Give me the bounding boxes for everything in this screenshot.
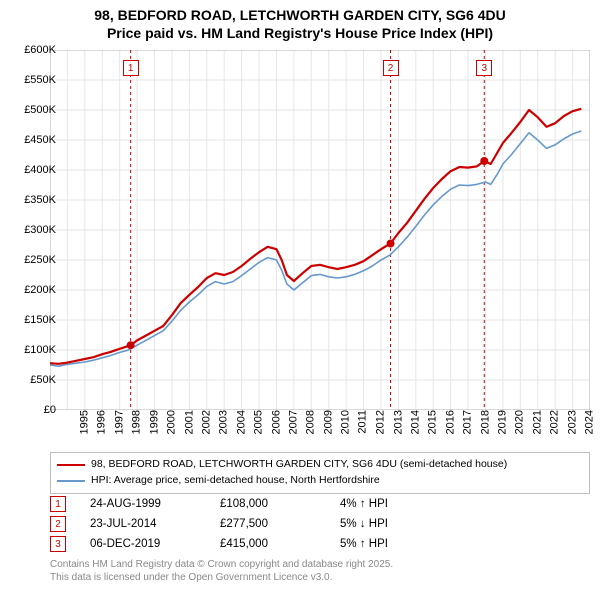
x-tick-label: 2012 [375, 410, 387, 434]
y-tick-label: £50K [6, 374, 56, 386]
legend-swatch-2 [57, 480, 85, 482]
event-price-2: £277,500 [220, 518, 340, 530]
y-tick-label: £100K [6, 344, 56, 356]
x-tick-label: 2020 [514, 410, 526, 434]
x-tick-label: 2002 [200, 410, 212, 434]
y-tick-label: £200K [6, 284, 56, 296]
event-date-3: 06-DEC-2019 [90, 538, 220, 550]
event-row-1: 1 24-AUG-1999 £108,000 4% ↑ HPI [50, 494, 590, 514]
event-delta-1: 4% ↑ HPI [340, 498, 460, 510]
x-tick-label: 2017 [462, 410, 474, 434]
y-tick-label: £500K [6, 104, 56, 116]
x-tick-label: 2024 [584, 410, 596, 434]
x-tick-label: 2007 [288, 410, 300, 434]
x-tick-label: 2000 [166, 410, 178, 434]
y-tick-label: £550K [6, 74, 56, 86]
x-tick-label: 2023 [566, 410, 578, 434]
event-date-2: 23-JUL-2014 [90, 518, 220, 530]
x-tick-label: 2005 [253, 410, 265, 434]
x-tick-label: 1996 [96, 410, 108, 434]
x-tick-label: 2018 [479, 410, 491, 434]
x-tick-label: 1998 [131, 410, 143, 434]
event-marker-1: 1 [50, 496, 66, 512]
event-price-1: £108,000 [220, 498, 340, 510]
chart-plot-area [50, 50, 590, 410]
x-tick-label: 2004 [235, 410, 247, 434]
x-tick-label: 2001 [183, 410, 195, 434]
event-marker-2: 2 [50, 516, 66, 532]
x-tick-label: 2015 [427, 410, 439, 434]
x-tick-label: 2006 [270, 410, 282, 434]
chart-event-marker: 1 [123, 60, 139, 76]
event-marker-3: 3 [50, 536, 66, 552]
y-tick-label: £400K [6, 164, 56, 176]
legend-box: 98, BEDFORD ROAD, LETCHWORTH GARDEN CITY… [50, 452, 590, 494]
y-tick-label: £0 [6, 404, 56, 416]
x-tick-label: 2014 [409, 410, 421, 434]
y-tick-label: £600K [6, 44, 56, 56]
x-tick-label: 2011 [356, 410, 368, 434]
footer-line-1: Contains HM Land Registry data © Crown c… [50, 558, 393, 571]
events-table: 1 24-AUG-1999 £108,000 4% ↑ HPI 2 23-JUL… [50, 494, 590, 554]
chart-event-marker: 2 [383, 60, 399, 76]
x-tick-label: 2009 [322, 410, 334, 434]
legend-swatch-1 [57, 464, 85, 466]
legend-label-1: 98, BEDFORD ROAD, LETCHWORTH GARDEN CITY… [91, 457, 507, 473]
x-tick-label: 1995 [78, 410, 90, 434]
x-tick-label: 2010 [340, 410, 352, 434]
x-tick-label: 2003 [218, 410, 230, 434]
event-row-3: 3 06-DEC-2019 £415,000 5% ↑ HPI [50, 534, 590, 554]
y-tick-label: £350K [6, 194, 56, 206]
title-block: 98, BEDFORD ROAD, LETCHWORTH GARDEN CITY… [0, 0, 600, 42]
title-line-2: Price paid vs. HM Land Registry's House … [0, 24, 600, 42]
x-tick-label: 2022 [549, 410, 561, 434]
x-tick-label: 1999 [148, 410, 160, 434]
chart-container: 98, BEDFORD ROAD, LETCHWORTH GARDEN CITY… [0, 0, 600, 590]
y-tick-label: £450K [6, 134, 56, 146]
event-delta-3: 5% ↑ HPI [340, 538, 460, 550]
event-number-1: 1 [55, 499, 61, 510]
event-number-2: 2 [55, 519, 61, 530]
y-tick-label: £150K [6, 314, 56, 326]
x-tick-label: 2021 [531, 410, 543, 434]
chart-event-marker: 3 [476, 60, 492, 76]
footer-line-2: This data is licensed under the Open Gov… [50, 571, 393, 584]
x-tick-label: 2008 [305, 410, 317, 434]
legend-row-2: HPI: Average price, semi-detached house,… [57, 473, 583, 489]
footer-attribution: Contains HM Land Registry data © Crown c… [50, 558, 393, 584]
y-tick-label: £300K [6, 224, 56, 236]
event-price-3: £415,000 [220, 538, 340, 550]
x-tick-label: 2013 [392, 410, 404, 434]
legend-row-1: 98, BEDFORD ROAD, LETCHWORTH GARDEN CITY… [57, 457, 583, 473]
event-date-1: 24-AUG-1999 [90, 498, 220, 510]
event-number-3: 3 [55, 539, 61, 550]
chart-svg [50, 50, 590, 410]
title-line-1: 98, BEDFORD ROAD, LETCHWORTH GARDEN CITY… [0, 6, 600, 24]
x-tick-label: 2016 [444, 410, 456, 434]
legend-label-2: HPI: Average price, semi-detached house,… [91, 473, 380, 489]
event-delta-2: 5% ↓ HPI [340, 518, 460, 530]
event-row-2: 2 23-JUL-2014 £277,500 5% ↓ HPI [50, 514, 590, 534]
y-tick-label: £250K [6, 254, 56, 266]
x-tick-label: 1997 [113, 410, 125, 434]
x-tick-label: 2019 [497, 410, 509, 434]
